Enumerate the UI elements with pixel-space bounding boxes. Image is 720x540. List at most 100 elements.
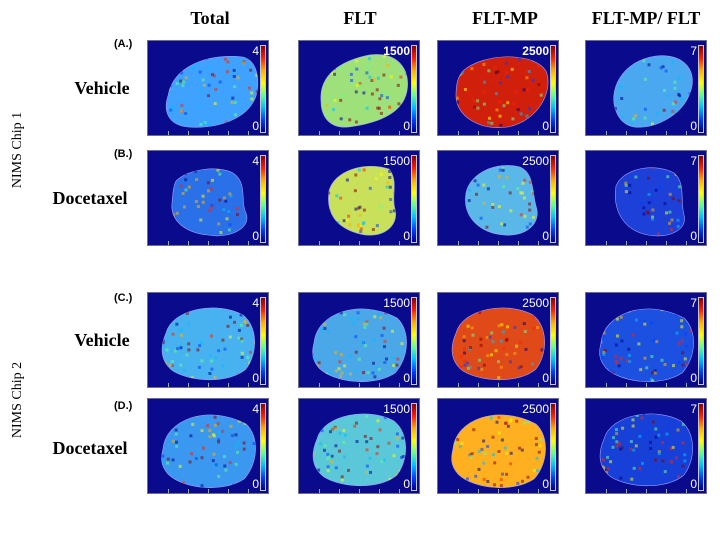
tick-mark	[626, 241, 627, 245]
colorbar-max-label: 1500	[383, 154, 410, 168]
tick-mark	[458, 489, 459, 493]
tick-mark	[498, 241, 499, 245]
tick-mark	[518, 383, 519, 387]
tick-mark	[208, 383, 209, 387]
tick-mark	[339, 383, 340, 387]
axis-ticks	[148, 241, 268, 245]
colorbar-max-label: 2500	[522, 296, 549, 310]
tick-mark	[498, 383, 499, 387]
tick-mark	[478, 131, 479, 135]
tick-mark	[626, 489, 627, 493]
tick-mark	[538, 383, 539, 387]
chip-label-2: NIMS Chip 2	[10, 361, 25, 439]
colorbar	[698, 403, 704, 491]
tick-mark	[379, 383, 380, 387]
tick-mark	[228, 241, 229, 245]
colorbar-max-label: 7	[690, 296, 697, 310]
map-panel-r3-c3: 2500 0	[437, 292, 559, 388]
colorbar-min-label: 0	[690, 229, 697, 243]
colorbar	[260, 155, 266, 243]
tick-mark	[646, 241, 647, 245]
axis-ticks	[299, 131, 419, 135]
tick-mark	[478, 383, 479, 387]
axis-ticks	[438, 489, 558, 493]
tissue-region	[328, 165, 396, 236]
tick-mark	[518, 241, 519, 245]
map-panel-r2-c3: 2500 0	[437, 150, 559, 246]
tick-mark	[626, 131, 627, 135]
tick-mark	[228, 383, 229, 387]
colorbar-max-label: 7	[690, 402, 697, 416]
tissue-map	[161, 414, 256, 488]
tissue-map	[451, 307, 545, 381]
colorbar-min-label: 0	[690, 477, 697, 491]
axis-ticks	[586, 489, 706, 493]
axis-ticks	[438, 131, 558, 135]
tissue-map	[599, 308, 694, 382]
tissue-region	[599, 308, 694, 382]
tick-mark	[399, 383, 400, 387]
tick-mark	[606, 489, 607, 493]
colorbar-max-label: 1500	[383, 296, 410, 310]
tissue-map	[328, 165, 396, 236]
colorbar	[260, 297, 266, 385]
colorbar	[411, 403, 417, 491]
tick-mark	[228, 489, 229, 493]
colorbar-max-label: 4	[252, 44, 259, 58]
tick-mark	[686, 489, 687, 493]
colorbar-min-label: 0	[542, 229, 549, 243]
tick-mark	[359, 131, 360, 135]
tick-mark	[168, 241, 169, 245]
colorbar-max-label: 4	[252, 296, 259, 310]
colorbar-min-label: 0	[403, 229, 410, 243]
tissue-region	[165, 56, 259, 128]
colorbar-min-label: 0	[403, 119, 410, 133]
tick-mark	[538, 489, 539, 493]
axis-ticks	[299, 383, 419, 387]
speckle-texture	[456, 56, 549, 128]
colorbar-min-label: 0	[542, 119, 549, 133]
colorbar-max-label: 4	[252, 154, 259, 168]
tick-mark	[399, 241, 400, 245]
row-tag-c: (C.)	[114, 292, 133, 304]
map-panel-r2-c2: 1500 0	[298, 150, 420, 246]
colorbar	[698, 297, 704, 385]
tick-mark	[518, 489, 519, 493]
tick-mark	[606, 241, 607, 245]
tick-mark	[228, 131, 229, 135]
tick-mark	[646, 489, 647, 493]
tissue-map	[320, 54, 408, 128]
tick-mark	[538, 241, 539, 245]
colorbar-min-label: 0	[690, 371, 697, 385]
tick-mark	[478, 489, 479, 493]
tick-mark	[666, 131, 667, 135]
colorbar	[698, 45, 704, 133]
tissue-map	[465, 165, 538, 236]
tick-mark	[458, 241, 459, 245]
row-label-d: Docetaxel	[52, 438, 128, 458]
tick-mark	[666, 489, 667, 493]
colorbar	[411, 155, 417, 243]
axis-ticks	[299, 489, 419, 493]
colorbar-max-label: 2500	[522, 44, 549, 58]
colorbar	[260, 403, 266, 491]
tissue-region	[455, 56, 549, 128]
column-header-flt-mp-ratio: FLT-MP/ FLT	[591, 8, 701, 28]
colorbar	[550, 403, 556, 491]
tick-mark	[248, 131, 249, 135]
column-header-flt-mp: FLT-MP	[472, 8, 538, 28]
tissue-map	[312, 308, 407, 382]
tick-mark	[168, 131, 169, 135]
tick-mark	[208, 489, 209, 493]
tissue-map	[613, 55, 693, 128]
tick-mark	[339, 489, 340, 493]
tissue-map	[161, 307, 255, 381]
row-tag-a: (A.)	[114, 38, 133, 50]
speckle-texture	[328, 166, 396, 236]
tick-mark	[359, 383, 360, 387]
tick-mark	[478, 241, 479, 245]
axis-ticks	[438, 241, 558, 245]
colorbar	[698, 155, 704, 243]
